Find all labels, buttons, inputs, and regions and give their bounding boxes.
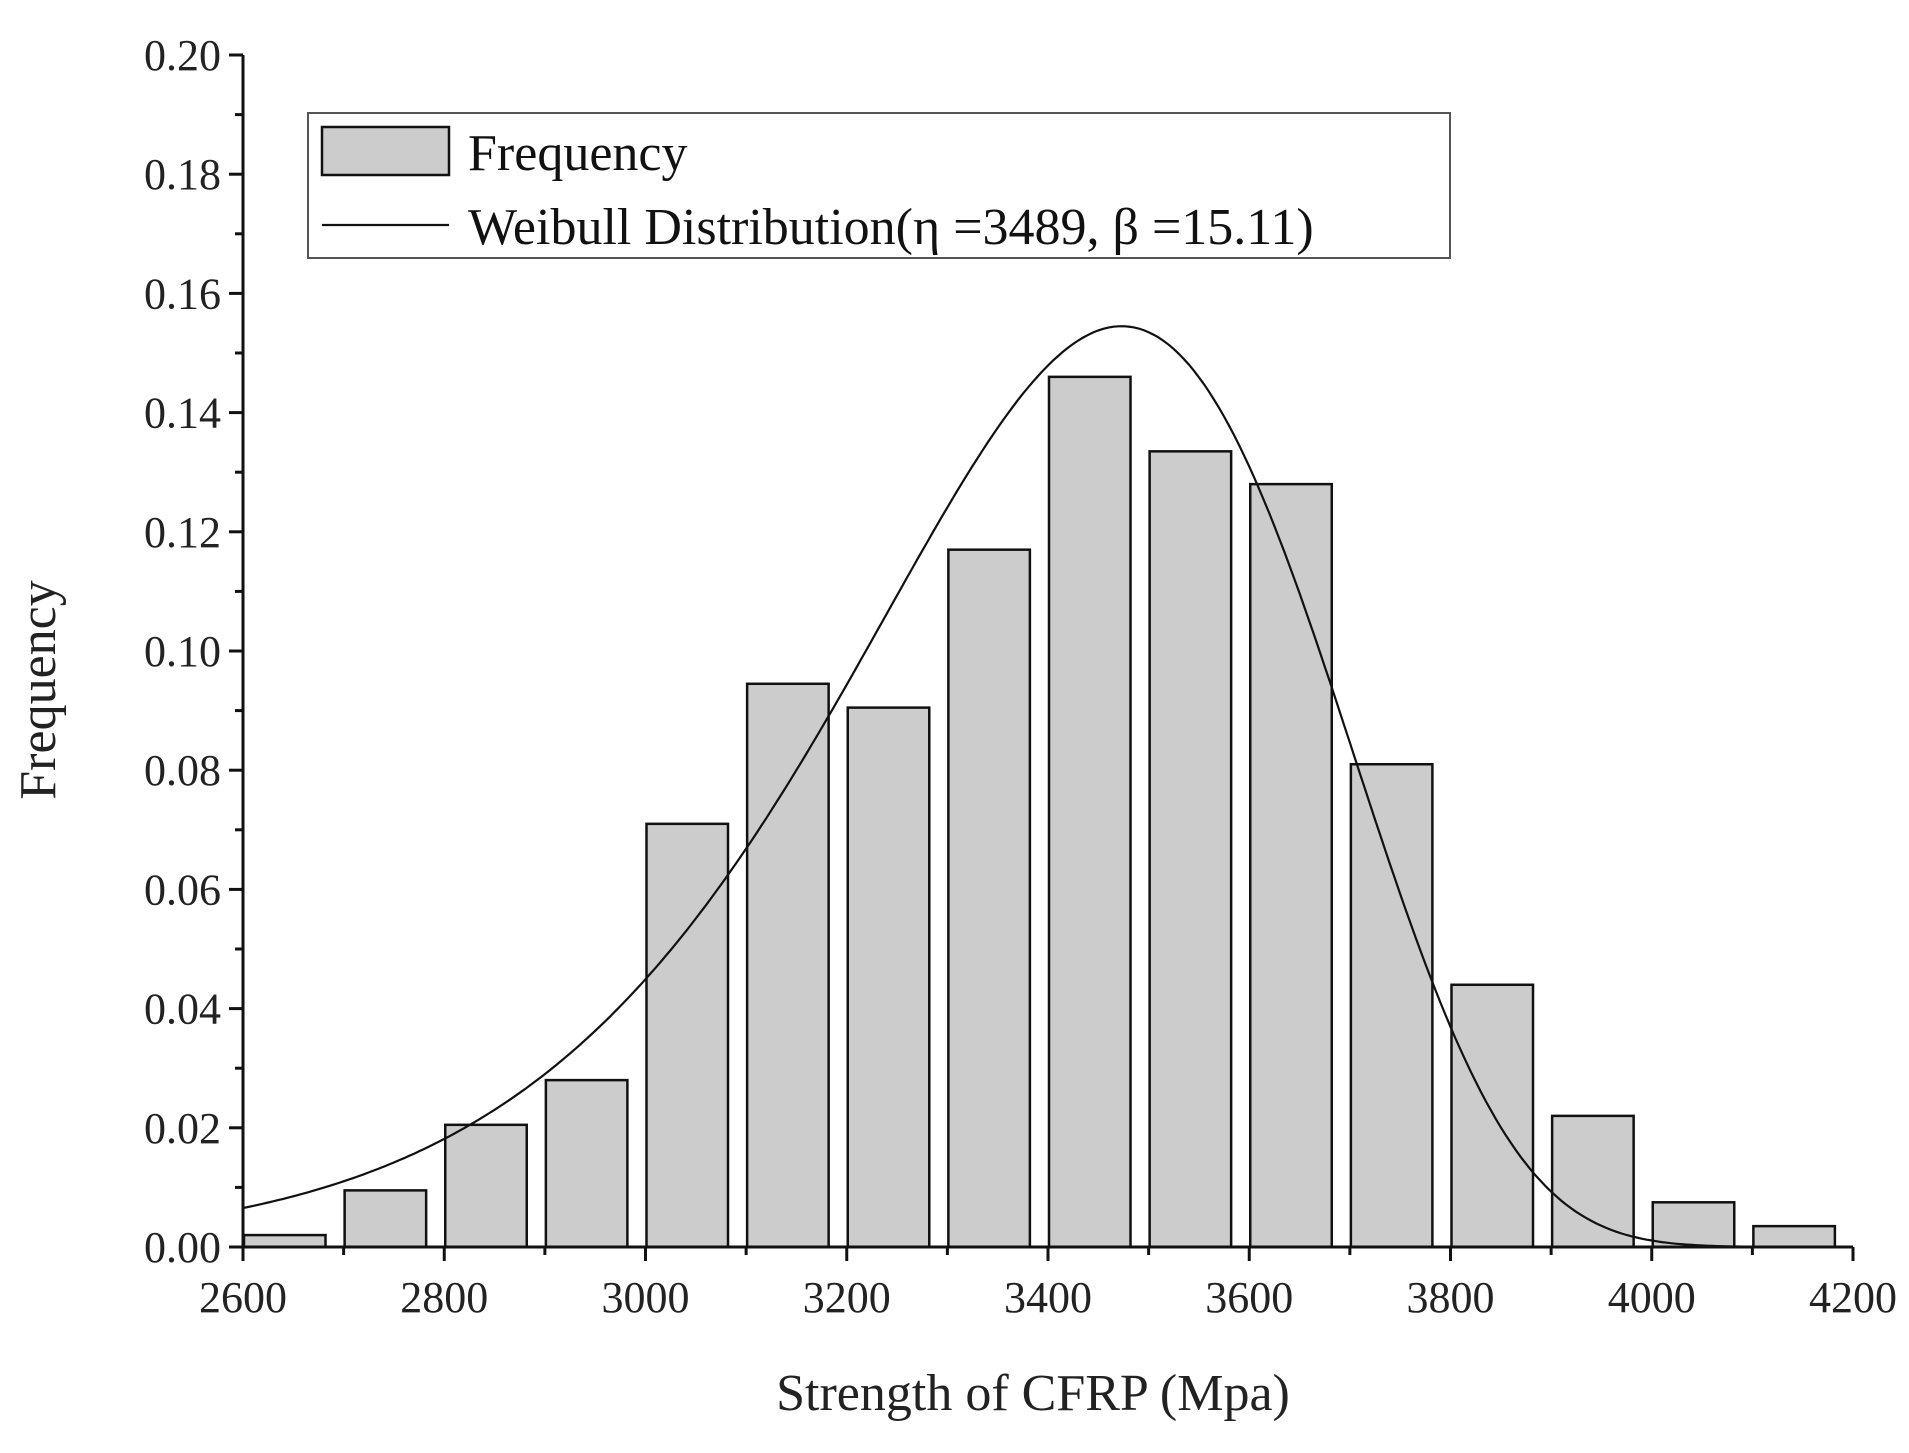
bar-3900 — [1550, 1114, 1635, 1249]
y-tick-label-0.00: 0.00 — [144, 1223, 221, 1272]
bar-2700 — [343, 1189, 428, 1249]
bar-2600 — [242, 1233, 327, 1249]
legend-swatch-frequency — [320, 125, 451, 177]
legend: Frequency Weibull Distribution(η =3489, … — [307, 112, 1451, 259]
y-axis-title: Frequency — [10, 580, 67, 799]
bars-group — [242, 375, 1837, 1249]
weibull-curve — [242, 325, 1803, 1249]
x-axis-title: Strength of CFRP (Mpa) — [776, 1365, 1290, 1422]
bar-3700 — [1349, 762, 1434, 1249]
x-tick-label-3000: 3000 — [602, 1273, 690, 1322]
bar-3000 — [645, 822, 730, 1249]
x-axis-ticks: 2600 2800 3000 3200 3400 3600 3800 4000 4200 — [199, 1247, 1897, 1322]
y-tick-label-0.02: 0.02 — [144, 1104, 221, 1153]
bar-3500 — [1148, 450, 1233, 1249]
y-tick-label-0.12: 0.12 — [144, 508, 221, 557]
legend-label-weibull: Weibull Distribution(η =3489, β =15.11) — [468, 199, 1314, 256]
bar-2800 — [444, 1123, 529, 1249]
y-tick-label-0.18: 0.18 — [144, 150, 221, 199]
bar-3200 — [846, 706, 931, 1249]
y-tick-label-0.08: 0.08 — [144, 746, 221, 795]
y-axis-ticks: 0.00 0.02 0.04 0.06 0.08 0.10 0.12 0.14 0.16 0.18… — [144, 31, 243, 1272]
bar-3600 — [1249, 482, 1334, 1249]
x-tick-label-2800: 2800 — [400, 1273, 488, 1322]
bar-3300 — [947, 548, 1032, 1249]
bar-4000 — [1651, 1201, 1736, 1249]
x-tick-label-4000: 4000 — [1608, 1273, 1696, 1322]
x-tick-label-2600: 2600 — [199, 1273, 287, 1322]
x-tick-label-3600: 3600 — [1205, 1273, 1293, 1322]
legend-label-frequency: Frequency — [468, 125, 687, 182]
y-tick-label-0.20: 0.20 — [144, 31, 221, 80]
bar-4100 — [1752, 1224, 1837, 1249]
x-tick-label-3400: 3400 — [1004, 1273, 1092, 1322]
y-tick-label-0.14: 0.14 — [144, 389, 221, 438]
legend-box — [307, 112, 1451, 259]
x-tick-label-3800: 3800 — [1407, 1273, 1495, 1322]
y-tick-label-0.10: 0.10 — [144, 627, 221, 676]
y-tick-label-0.16: 0.16 — [144, 269, 221, 318]
bar-3400 — [1047, 375, 1132, 1249]
y-tick-label-0.04: 0.04 — [144, 985, 221, 1034]
bar-3100 — [745, 682, 830, 1249]
y-tick-label-0.06: 0.06 — [144, 865, 221, 914]
bar-2900 — [544, 1078, 629, 1249]
x-tick-label-3200: 3200 — [803, 1273, 891, 1322]
x-tick-label-4200: 4200 — [1809, 1273, 1897, 1322]
bar-3800 — [1450, 983, 1535, 1249]
